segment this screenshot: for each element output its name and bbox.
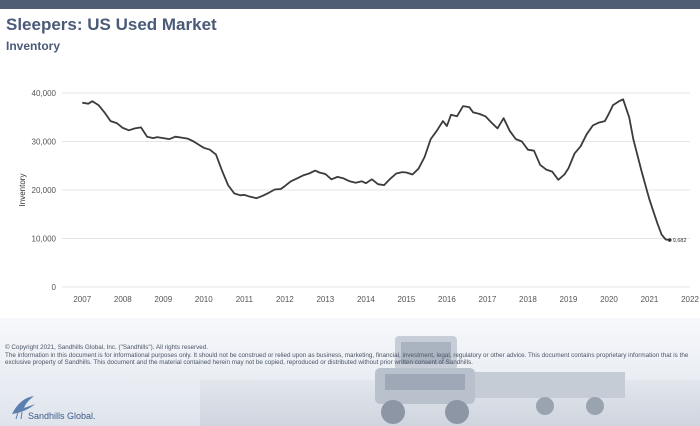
- page-subtitle: Inventory: [6, 39, 61, 53]
- x-tick-label: 2012: [276, 295, 294, 304]
- x-tick-label: 2013: [316, 295, 334, 304]
- x-tick-label: 2014: [357, 295, 375, 304]
- last-value-label: 9,682: [673, 238, 687, 244]
- x-tick-label: 2015: [397, 295, 415, 304]
- truck-image: [375, 336, 625, 424]
- page-title: Sleepers: US Used Market: [6, 15, 217, 34]
- x-tick-label: 2011: [236, 295, 254, 304]
- axes: 0 10,000 20,000 30,000 40,000 2007 2008 2009 201…: [32, 89, 700, 304]
- copyright-text: © Copyright 2021, Sandhills Global, Inc.…: [5, 344, 209, 351]
- disclaimer-text: The information in this document is for …: [5, 351, 689, 367]
- inventory-series-line: [82, 98, 670, 241]
- y-tick-label: 10,000: [32, 235, 57, 244]
- x-tick-label: 2017: [479, 295, 497, 304]
- series-layer: 9,682: [82, 98, 687, 244]
- y-tick-label: 40,000: [32, 89, 57, 98]
- y-tick-label: 30,000: [32, 138, 57, 147]
- x-tick-label: 2020: [600, 295, 618, 304]
- y-axis-label: Inventory: [18, 174, 27, 207]
- x-tick-label: 2010: [195, 295, 213, 304]
- x-tick-label: 2018: [519, 295, 537, 304]
- last-value-point: [667, 238, 672, 242]
- footer-disclaimer: © Copyright 2021, Sandhills Global, Inc.…: [5, 344, 695, 367]
- inventory-line-chart: 0 10,000 20,000 30,000 40,000 2007 2008 2009 201…: [18, 89, 700, 304]
- gridlines: [62, 92, 690, 288]
- x-tick-label: 2016: [438, 295, 456, 304]
- x-tick-label: 2008: [114, 295, 132, 304]
- x-tick-label: 2019: [560, 295, 578, 304]
- x-tick-label: 2022: [681, 295, 699, 304]
- y-tick-label: 20,000: [32, 186, 57, 195]
- top-banner: [0, 0, 700, 9]
- y-tick-label: 0: [52, 283, 57, 292]
- logo-text: Sandhills Global.: [28, 411, 96, 421]
- x-tick-label: 2007: [73, 295, 91, 304]
- x-tick-label: 2021: [641, 295, 659, 304]
- x-tick-label: 2009: [154, 295, 172, 304]
- crane-logo-icon: [12, 396, 35, 420]
